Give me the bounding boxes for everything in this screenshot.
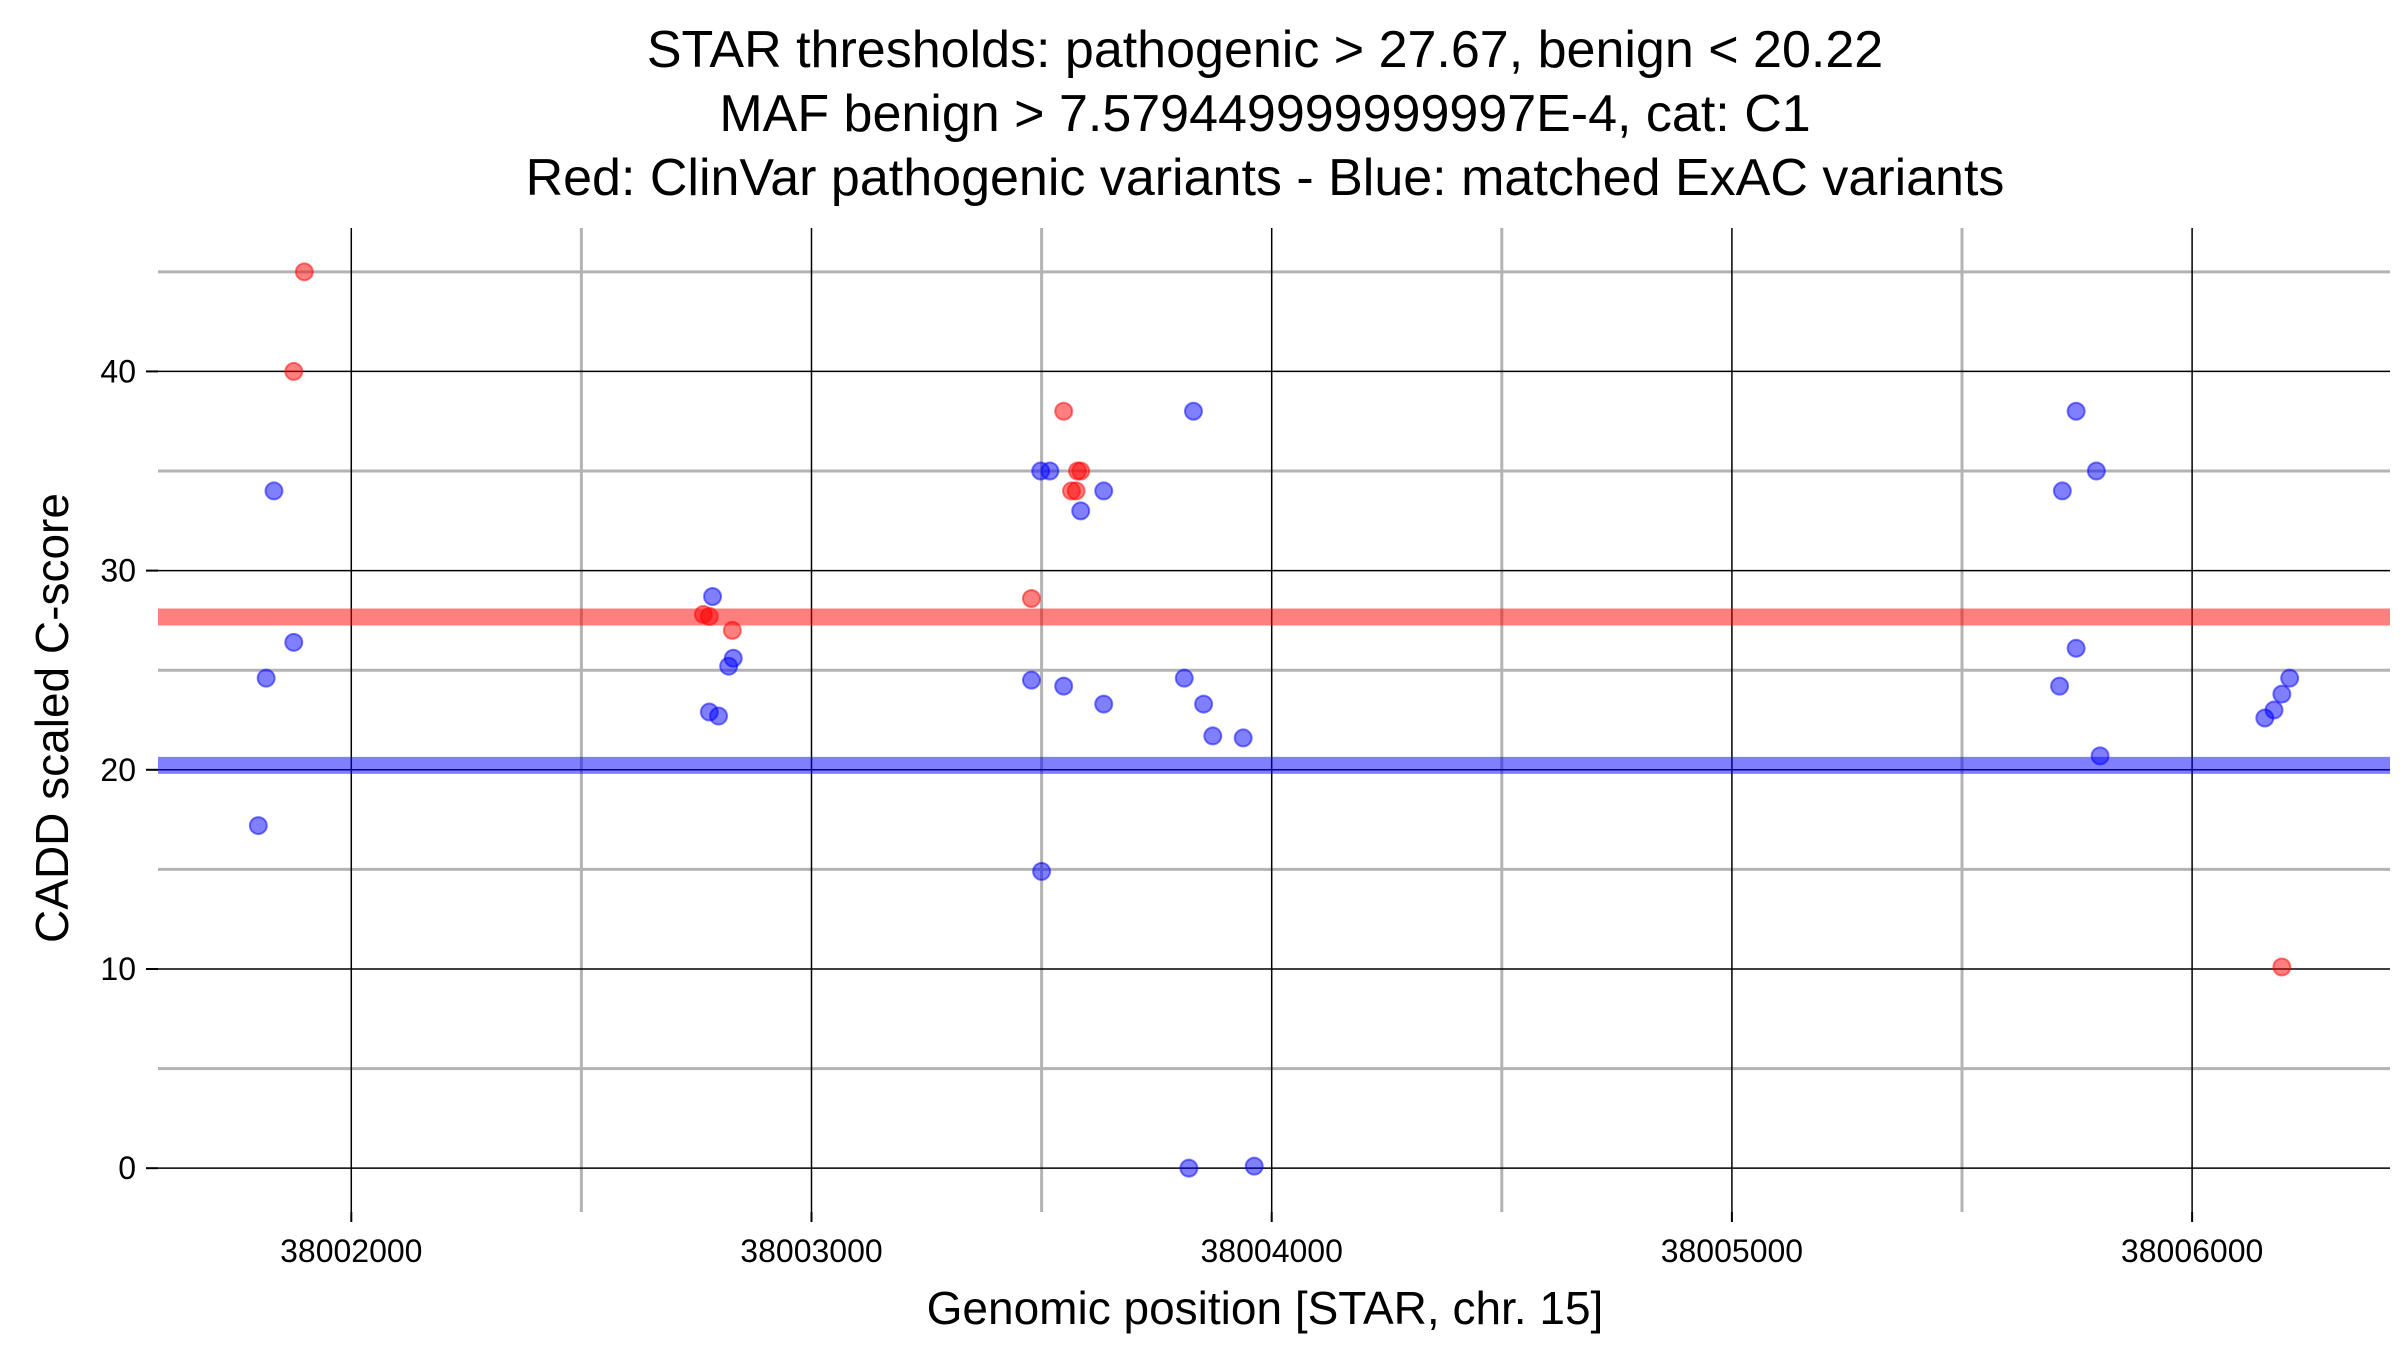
y-tick-label: 0 xyxy=(118,1150,136,1186)
exac-matched-point xyxy=(703,587,723,607)
exac-matched-point xyxy=(2255,708,2275,728)
exac-matched-point xyxy=(1194,694,1214,714)
threshold-lines xyxy=(158,608,2390,774)
minor-gridlines xyxy=(158,228,2390,1212)
chart-title-line-3: Red: ClinVar pathogenic variants - Blue:… xyxy=(526,149,2005,207)
exac-matched-point xyxy=(1094,694,1114,714)
exac-matched-point xyxy=(248,816,268,836)
exac-matched-point xyxy=(1233,728,1253,748)
exac-matched-point xyxy=(2280,668,2300,688)
clinvar-pathogenic-point xyxy=(1054,401,1074,421)
exac-matched-point xyxy=(2052,481,2072,501)
exac-matched-point xyxy=(2066,638,2086,658)
clinvar-pathogenic-point xyxy=(722,620,742,640)
exac-matched-point xyxy=(1054,676,1074,696)
data-points xyxy=(248,262,2300,1178)
x-tick-label: 38003000 xyxy=(740,1233,882,1269)
clinvar-pathogenic-point xyxy=(1021,588,1041,608)
exac-matched-point xyxy=(719,656,739,676)
exac-matched-point xyxy=(264,481,284,501)
exac-matched-point xyxy=(2086,461,2106,481)
clinvar-pathogenic-point xyxy=(1066,481,1086,501)
x-tick-label: 38006000 xyxy=(2121,1233,2263,1269)
exac-matched-point xyxy=(256,668,276,688)
chart-title: STAR thresholds: pathogenic > 27.67, ben… xyxy=(526,21,2005,207)
chart-title-line-1: STAR thresholds: pathogenic > 27.67, ben… xyxy=(647,21,1883,79)
exac-matched-point xyxy=(709,706,729,726)
clinvar-pathogenic-point xyxy=(284,361,304,381)
y-tick-label: 40 xyxy=(100,353,136,389)
exac-matched-point xyxy=(1071,501,1091,521)
x-tick-label: 38004000 xyxy=(1201,1233,1343,1269)
exac-matched-point xyxy=(2066,401,2086,421)
clinvar-pathogenic-point xyxy=(2272,957,2292,977)
clinvar-pathogenic-point xyxy=(294,262,314,282)
y-tick-label: 30 xyxy=(100,553,136,589)
y-axis-ticks: 0 10 20 30 40 xyxy=(100,353,158,1186)
exac-matched-point xyxy=(1183,401,1203,421)
x-tick-label: 38005000 xyxy=(1661,1233,1803,1269)
chart-title-line-2: MAF benign > 7.579449999999997E-4, cat: … xyxy=(719,85,1810,143)
exac-matched-point xyxy=(1203,726,1223,746)
exac-matched-point xyxy=(1094,481,1114,501)
exac-matched-point xyxy=(1040,461,1060,481)
clinvar-pathogenic-point xyxy=(699,606,719,626)
x-tick-label: 38002000 xyxy=(280,1233,422,1269)
exac-matched-point xyxy=(284,632,304,652)
exac-matched-point xyxy=(1021,670,1041,690)
exac-matched-point xyxy=(1032,861,1052,881)
y-tick-label: 20 xyxy=(100,752,136,788)
y-axis-title: CADD scaled C-score xyxy=(26,493,78,943)
exac-matched-point xyxy=(2090,746,2110,766)
x-axis-ticks: 38002000 38003000 38004000 38005000 38006000 xyxy=(280,1212,2263,1269)
major-gridlines xyxy=(158,228,2390,1212)
exac-matched-point xyxy=(1174,668,1194,688)
exac-matched-point xyxy=(1244,1156,1264,1176)
y-tick-label: 10 xyxy=(100,951,136,987)
clinvar-pathogenic-point xyxy=(1071,461,1091,481)
exac-matched-point xyxy=(1179,1158,1199,1178)
exac-matched-point xyxy=(2272,684,2292,704)
x-axis-title: Genomic position [STAR, chr. 15] xyxy=(927,1282,1604,1334)
exac-matched-point xyxy=(2050,676,2070,696)
